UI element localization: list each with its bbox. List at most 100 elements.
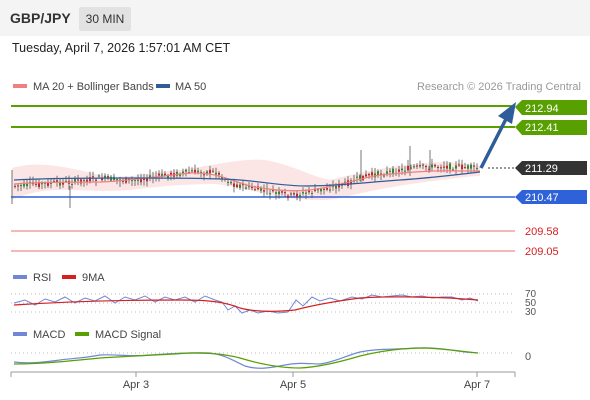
candle-body — [455, 165, 457, 169]
candle-body — [269, 193, 271, 195]
candle-body — [317, 189, 319, 191]
candle-body — [323, 188, 325, 190]
candle-body — [467, 165, 469, 169]
candle-body — [203, 174, 205, 176]
candle-body — [251, 186, 253, 189]
candle-body — [461, 164, 463, 170]
candle-body — [452, 169, 454, 171]
candle-body — [320, 188, 322, 192]
level-tag-210.47 — [515, 190, 587, 204]
x-axis-label-apr-5: Apr 5 — [280, 379, 306, 391]
candle-body — [428, 168, 430, 170]
candle-body — [239, 184, 241, 188]
candle-body — [275, 192, 277, 194]
candle-body — [404, 170, 406, 172]
candle-body — [425, 166, 427, 168]
candle-body — [101, 178, 103, 181]
x-axis-label-apr-7: Apr 7 — [464, 379, 490, 391]
candle-body — [371, 172, 373, 176]
candle-body — [56, 180, 58, 183]
bollinger-band — [12, 159, 480, 201]
candle-body — [140, 179, 142, 183]
candle-body — [245, 187, 247, 189]
candle-body — [65, 180, 67, 182]
candle-body — [356, 176, 358, 178]
candle-body — [230, 181, 232, 184]
ma20-line — [13, 170, 480, 192]
candle-body — [44, 182, 46, 184]
timestamp: Tuesday, April 7, 2026 1:57:01 AM CET — [12, 41, 231, 55]
candle-body — [89, 177, 91, 182]
candle-body — [167, 175, 169, 178]
candle-body — [14, 185, 16, 187]
candle-body — [80, 179, 82, 184]
level-tag-212.41 — [515, 120, 587, 135]
candle-body — [236, 184, 238, 188]
candle-body — [206, 171, 208, 174]
rsi-level-70: 70 — [525, 289, 537, 300]
candle-body — [77, 179, 79, 181]
macd-legend-label: MACD — [33, 329, 65, 341]
candle-body — [359, 175, 361, 180]
candle-body — [20, 185, 22, 187]
candle-body — [215, 172, 217, 175]
x-axis-label-apr-3: Apr 3 — [123, 379, 149, 391]
macd-signal-line — [13, 347, 479, 369]
candle-body — [71, 184, 73, 185]
candle-body — [365, 174, 367, 177]
candle-body — [407, 165, 409, 171]
candle-body — [161, 173, 163, 177]
candle-body — [218, 172, 220, 175]
level-value-210.47: 210.47 — [525, 192, 559, 204]
candle-body — [260, 187, 262, 191]
candle-body — [434, 164, 436, 167]
candle-body — [290, 193, 292, 195]
candle-body — [143, 178, 145, 180]
candle-body — [221, 176, 223, 179]
candle-body — [431, 164, 433, 168]
ma20-legend-label: MA 20 + Bollinger Bands — [33, 81, 154, 93]
candle-body — [170, 172, 172, 176]
signal-legend-swatch — [75, 332, 89, 336]
ma50-legend-swatch — [156, 84, 170, 88]
candle-body — [23, 182, 25, 187]
timeframe-button[interactable]: 30 MIN — [79, 7, 131, 31]
candle-body — [83, 179, 85, 181]
candle-body — [392, 168, 394, 175]
candle-body — [197, 170, 199, 173]
candle-body — [335, 185, 337, 189]
current-price-value: 211.29 — [525, 163, 558, 175]
candle-body — [41, 182, 43, 185]
candle-body — [263, 190, 265, 192]
candle-body — [302, 192, 304, 194]
candle-body — [383, 175, 385, 177]
candle-body — [47, 182, 49, 186]
candle-body — [17, 185, 19, 187]
candle-body — [185, 169, 187, 172]
candle-body — [440, 167, 442, 169]
candle-body — [227, 181, 229, 183]
candle-body — [191, 170, 193, 172]
rsi-level-50: 50 — [525, 298, 537, 309]
candle-body — [389, 170, 391, 172]
candle-body — [62, 182, 64, 185]
candle-body — [476, 168, 478, 169]
candle-body — [329, 189, 331, 191]
candle-body — [449, 163, 451, 170]
candle-body — [464, 167, 466, 169]
candle-body — [284, 192, 286, 194]
candle-body — [287, 195, 289, 199]
candle-body — [212, 170, 214, 172]
candle-body — [38, 182, 40, 188]
projection-arrowhead — [498, 102, 516, 124]
candle-body — [368, 174, 370, 176]
candle-body — [164, 173, 166, 176]
candle-body — [413, 166, 415, 168]
candle-body — [50, 182, 52, 184]
signal-legend-label: MACD Signal — [95, 329, 161, 341]
candle-body — [149, 175, 151, 178]
candle-body — [338, 183, 340, 188]
candle-body — [401, 168, 403, 171]
candle-body — [95, 179, 97, 181]
